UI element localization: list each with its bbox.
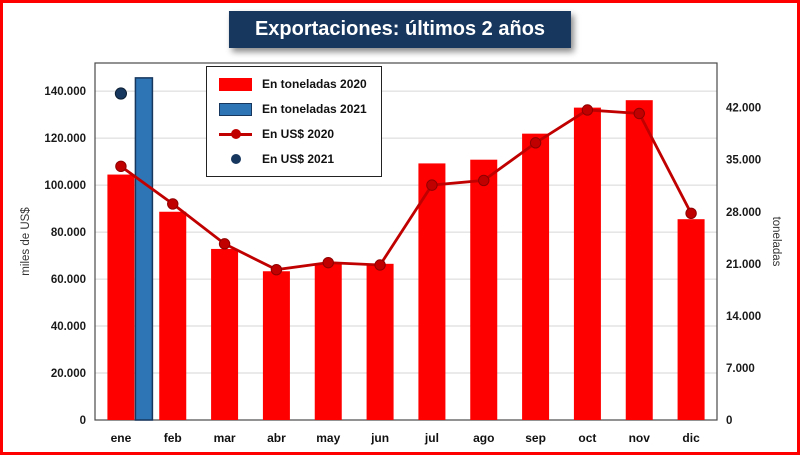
bar-toneladas-2020 — [470, 159, 498, 420]
bar-toneladas-2020 — [366, 263, 394, 420]
bar-toneladas-2020 — [107, 174, 135, 420]
legend-swatch-point-2021 — [219, 153, 252, 166]
left-axis-tick-label: 40.000 — [51, 321, 86, 333]
left-axis-tick-label: 60.000 — [51, 274, 86, 286]
right-axis-title: toneladas — [770, 217, 782, 267]
x-axis-label: abr — [267, 431, 286, 445]
legend-item-toneladas-2021: En toneladas 2021 — [219, 102, 369, 116]
x-axis-label: mar — [214, 431, 236, 445]
right-axis-tick-label: 21.000 — [726, 259, 761, 271]
legend-swatch-bar-2021 — [219, 102, 252, 116]
x-axis-label: may — [316, 431, 340, 445]
legend-label: En toneladas 2020 — [262, 77, 367, 91]
bar-toneladas-2020 — [314, 263, 342, 420]
x-axis-label: jun — [370, 431, 389, 445]
marker-usd-2020 — [426, 179, 438, 191]
right-axis-tick-label: 35.000 — [726, 155, 761, 167]
bar-toneladas-2021 — [134, 77, 154, 421]
bar-toneladas-2020 — [677, 219, 705, 420]
x-axis-label: dic — [682, 431, 700, 445]
chart-legend: En toneladas 2020 En toneladas 2021 En U… — [206, 66, 382, 177]
bar-toneladas-2020 — [211, 248, 239, 420]
marker-usd-2020 — [633, 107, 645, 120]
left-axis-tick-label: 80.000 — [51, 227, 86, 239]
legend-point-marker — [230, 154, 241, 164]
right-axis-tick-label: 14.000 — [726, 311, 761, 323]
marker-usd-2020 — [115, 160, 127, 173]
marker-usd-2020 — [322, 256, 334, 269]
x-axis-label: ago — [473, 431, 494, 445]
x-axis-label: ene — [111, 431, 132, 445]
legend-line-marker — [230, 129, 241, 139]
chart-title-banner: Exportaciones: últimos 2 años — [228, 11, 572, 48]
legend-label: En US$ 2021 — [262, 152, 335, 166]
legend-item-usd-2020: En US$ 2020 — [219, 127, 369, 141]
bar-toneladas-2020 — [262, 271, 290, 420]
right-axis-tick-label: 42.000 — [726, 103, 761, 115]
bar-toneladas-2020 — [418, 163, 446, 420]
plot-border — [94, 62, 718, 421]
legend-item-toneladas-2020: En toneladas 2020 — [219, 77, 369, 91]
marker-usd-2020 — [167, 198, 179, 210]
bar-toneladas-2020 — [522, 133, 550, 420]
marker-usd-2020 — [270, 263, 283, 276]
bar-toneladas-2020 — [159, 211, 187, 420]
chart-title-text: Exportaciones: últimos 2 años — [254, 18, 546, 40]
bar-toneladas-2020 — [573, 107, 601, 420]
marker-usd-2020 — [581, 104, 594, 116]
x-axis-label: sep — [525, 431, 546, 445]
left-axis-tick-label: 0 — [80, 415, 86, 427]
right-axis-tick-label: 0 — [726, 415, 732, 427]
right-axis-tick-label: 28.000 — [726, 207, 761, 219]
x-axis-label: oct — [578, 431, 596, 445]
x-axis-label: jul — [424, 431, 439, 445]
marker-usd-2020 — [478, 174, 490, 187]
legend-label: En US$ 2020 — [262, 127, 335, 141]
left-axis-tick-label: 20.000 — [51, 368, 86, 380]
left-axis-tick-label: 100.000 — [44, 180, 86, 192]
right-axis-tick-label: 7.000 — [726, 363, 755, 375]
left-axis-tick-label: 140.000 — [44, 86, 86, 98]
left-axis-title: miles de US$ — [20, 207, 32, 276]
marker-usd-2020 — [685, 207, 697, 220]
legend-swatch-line-2020 — [219, 128, 252, 141]
x-axis-label: feb — [164, 431, 182, 445]
line-usd-2020 — [120, 108, 693, 272]
x-axis-label: nov — [629, 431, 651, 445]
combo-chart: 0 20.000 40.000 60.000 80.000 100.000 120.000 1… — [20, 62, 782, 445]
marker-usd-2021 — [114, 87, 128, 100]
marker-usd-2020 — [529, 137, 542, 149]
left-axis-tick-label: 120.000 — [44, 133, 86, 145]
marker-usd-2020 — [374, 259, 386, 271]
legend-label: En toneladas 2021 — [262, 102, 367, 116]
legend-item-usd-2021: En US$ 2021 — [219, 152, 369, 166]
marker-usd-2020 — [218, 238, 231, 250]
legend-swatch-bar-2020 — [219, 77, 252, 91]
bar-toneladas-2020 — [625, 100, 653, 420]
